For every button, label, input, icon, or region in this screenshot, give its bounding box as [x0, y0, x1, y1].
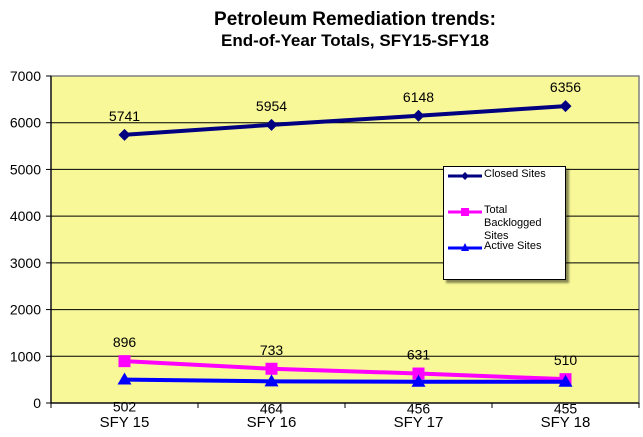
series-lines [117, 100, 573, 387]
chart-subtitle: End-of-Year Totals, SFY15-SFY18 [221, 31, 489, 50]
data-label: 464 [260, 400, 284, 416]
y-tick-label: 2000 [10, 302, 41, 318]
diamond-marker-icon [448, 172, 482, 180]
series-active-sites [117, 372, 573, 387]
data-label: 896 [113, 334, 137, 350]
data-label: 6148 [403, 89, 434, 105]
legend-label: Closed Sites [484, 168, 546, 180]
x-axis: SFY 15 SFY 16 SFY 17 SFY 18 [50, 402, 640, 431]
y-tick-label: 6000 [10, 115, 41, 131]
data-label: 455 [554, 401, 578, 417]
y-tick-label: 1000 [10, 348, 41, 364]
data-label: 5954 [256, 98, 287, 114]
square-marker-icon [448, 208, 482, 216]
x-tick-label: SFY 15 [100, 414, 150, 431]
data-labels: 5741 5954 6148 6356 896 733 631 510 502 464 456 455 [109, 79, 581, 417]
data-label: 502 [113, 399, 137, 415]
data-label: 6356 [550, 79, 581, 95]
chart-legend: Closed Sites Total Backlogged Sites Acti… [443, 166, 566, 280]
x-tick-label: SFY 18 [541, 414, 591, 431]
legend-label: Active Sites [484, 240, 542, 252]
data-label: 456 [407, 401, 431, 417]
y-tick-label: 5000 [10, 161, 41, 177]
y-tick-label: 7000 [10, 68, 41, 84]
y-tick-label: 4000 [10, 208, 41, 224]
triangle-marker-icon [448, 243, 482, 251]
series-closed-sites [118, 100, 572, 141]
x-tick-label: SFY 16 [247, 414, 297, 431]
y-tick-label: 0 [33, 395, 41, 411]
data-label: 5741 [109, 108, 140, 124]
y-tick-label: 3000 [10, 255, 41, 271]
x-tick-label: SFY 17 [394, 414, 444, 431]
data-label: 733 [260, 342, 284, 358]
chart-title: Petroleum Remediation trends: [214, 9, 496, 30]
legend-label: Total Backlogged Sites [484, 204, 542, 242]
data-label: 631 [407, 347, 431, 363]
data-label: 510 [554, 352, 578, 368]
y-axis: 0 1000 2000 3000 4000 5000 6000 7000 [10, 68, 52, 411]
